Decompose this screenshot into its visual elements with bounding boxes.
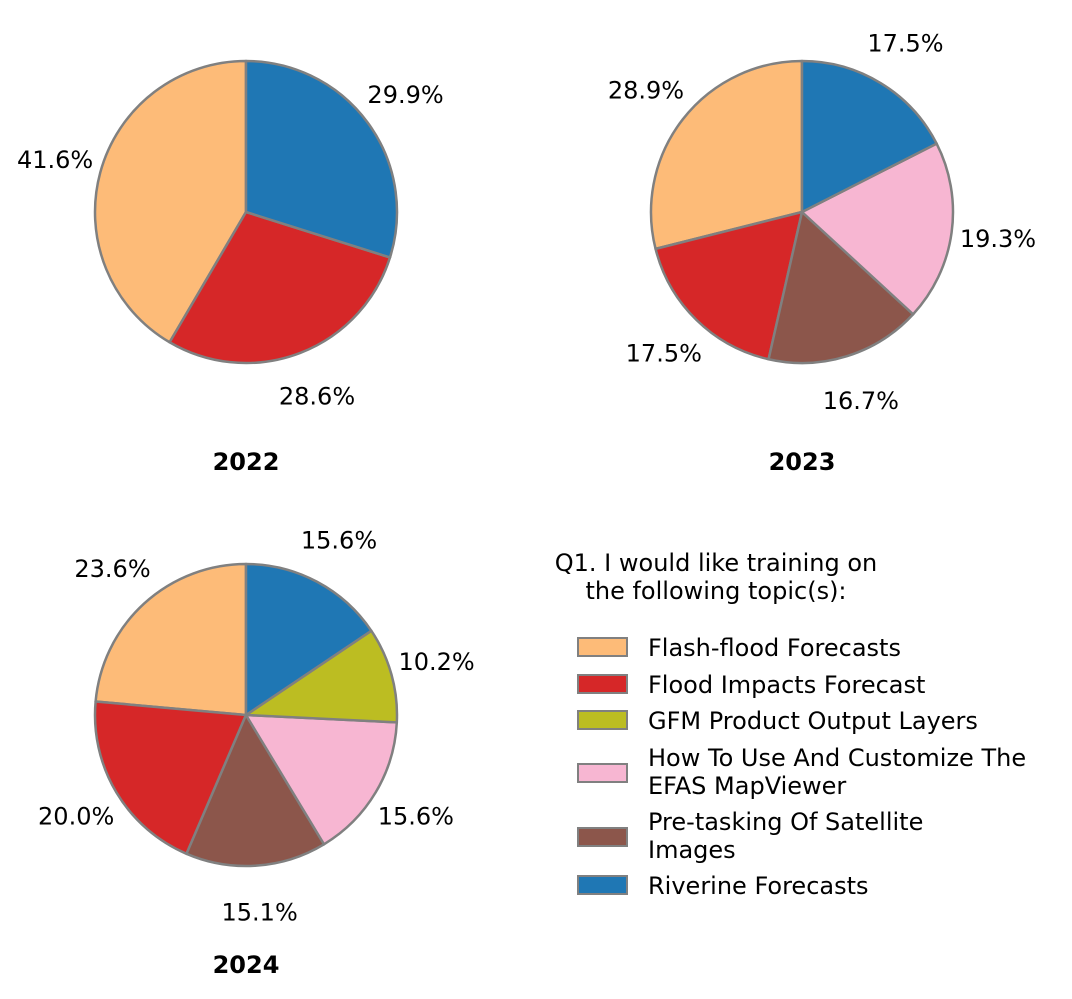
pie-title-2024: 2024	[213, 951, 280, 979]
pie-label-2022-riverine-forecasts: 29.9%	[367, 81, 443, 109]
legend-swatch-pre-tasking-of-satellite-images	[577, 827, 628, 847]
legend-swatch-riverine-forecasts	[577, 875, 628, 895]
legend-label-pre-tasking-of-satellite-images-line-1: Pre-tasking Of Satellite	[648, 808, 923, 836]
pie-slice-2024-pre-tasking-of-satellite-images	[185, 713, 326, 868]
pie-slice-2023-pre-tasking-of-satellite-images	[767, 210, 915, 365]
legend-swatch-gfm-product-output-layers	[577, 710, 628, 730]
pie-chart-2023: 28.9% 17.5% 16.7% 19.3% 17.5%	[608, 29, 1036, 414]
pie-slice-2022-flood-impacts-forecast	[168, 210, 392, 365]
pie-slice-2023-flood-impacts-forecast	[654, 210, 804, 361]
pie-slice-2024-flood-impacts-forecast	[93, 700, 248, 856]
pie-chart-2024: 23.6% 20.0% 15.1% 15.6% 10.2% 15.6%	[38, 526, 475, 926]
legend-label-flash-flood-forecasts-line-1: Flash-flood Forecasts	[648, 634, 901, 662]
pie-title-2022: 2022	[213, 448, 280, 476]
legend-swatch-how-to-use-and-customize-the-efas-mapviewer	[577, 763, 628, 783]
pie-label-2024-how-to-use-and-customize-the-efas-mapviewer: 15.6%	[378, 802, 454, 830]
legend-label-flood-impacts-forecast-line-1: Flood Impacts Forecast	[648, 671, 925, 699]
pie-title-2023: 2023	[769, 448, 836, 476]
legend-title-line-2: the following topic(s):	[585, 577, 846, 605]
legend-label-riverine-forecasts-line-1: Riverine Forecasts	[648, 872, 869, 900]
legend-title-line-1: Q1. I would like training on	[555, 549, 877, 577]
pie-slice-2024-riverine-forecasts	[244, 562, 373, 717]
pie-slice-2022-flash-flood-forecasts	[93, 59, 248, 344]
pie-label-2024-flood-impacts-forecast: 20.0%	[38, 802, 114, 830]
legend-label-pre-tasking-of-satellite-images-line-2: Images	[648, 836, 736, 864]
pie-label-2023-riverine-forecasts: 17.5%	[867, 29, 943, 57]
legend-swatch-flood-impacts-forecast	[577, 674, 628, 694]
pie-slice-2024-flash-flood-forecasts	[94, 562, 248, 717]
pie-slice-2023-flash-flood-forecasts	[649, 59, 804, 251]
pie-label-2023-flash-flood-forecasts: 28.9%	[608, 76, 684, 104]
pie-slice-2023-riverine-forecasts	[800, 59, 938, 214]
pie-label-2024-pre-tasking-of-satellite-images: 15.1%	[222, 898, 298, 926]
pie-label-2023-pre-tasking-of-satellite-images: 16.7%	[823, 387, 899, 415]
pie-chart-2022: 41.6% 28.6% 29.9%	[17, 59, 444, 411]
pie-label-2022-flash-flood-forecasts: 41.6%	[17, 146, 93, 174]
legend-swatch-flash-flood-forecasts	[577, 637, 628, 657]
pie-label-2023-how-to-use-and-customize-the-efas-mapviewer: 19.3%	[960, 225, 1036, 253]
pie-slice-2023-how-to-use-and-customize-the-efas-mapviewer	[800, 142, 955, 316]
pie-label-2023-flood-impacts-forecast: 17.5%	[626, 340, 702, 368]
pie-label-2022-flood-impacts-forecast: 28.6%	[279, 383, 355, 411]
legend: Q1. I would like training on the followi…	[555, 549, 1026, 900]
pie-slice-2024-how-to-use-and-customize-the-efas-mapviewer	[244, 713, 399, 846]
pie-label-2024-flash-flood-forecasts: 23.6%	[74, 555, 150, 583]
legend-label-how-to-use-and-customize-the-efas-mapviewer-line-1: How To Use And Customize The	[648, 744, 1026, 772]
legend-label-how-to-use-and-customize-the-efas-mapviewer-line-2: EFAS MapViewer	[648, 772, 846, 800]
legend-label-gfm-product-output-layers-line-1: GFM Product Output Layers	[648, 707, 978, 735]
pie-label-2024-gfm-product-output-layers: 10.2%	[398, 648, 474, 676]
pie-slice-2024-gfm-product-output-layers	[244, 629, 399, 724]
pie-label-2024-riverine-forecasts: 15.6%	[301, 526, 377, 554]
pie-slice-2022-riverine-forecasts	[244, 59, 399, 259]
